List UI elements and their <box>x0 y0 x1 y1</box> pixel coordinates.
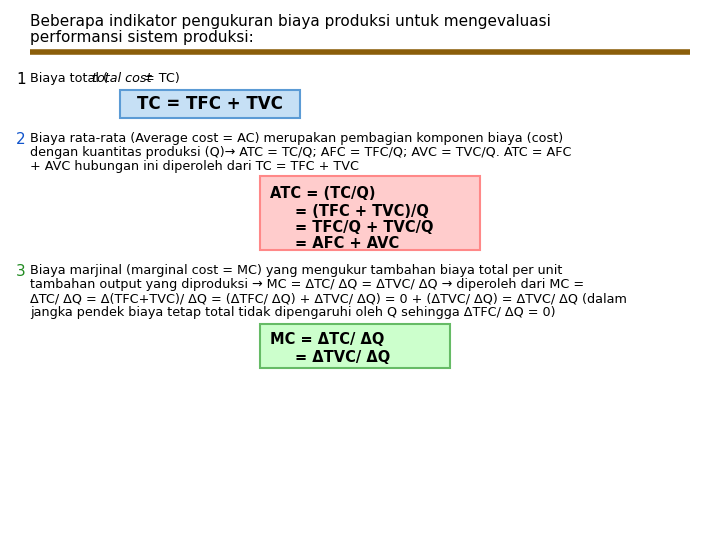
Text: 3: 3 <box>16 264 26 279</box>
Text: tambahan output yang diproduksi → MC = ΔTC/ ΔQ = ΔTVC/ ΔQ → diperoleh dari MC =: tambahan output yang diproduksi → MC = Δ… <box>30 278 584 291</box>
Text: = (TFC + TVC)/Q: = (TFC + TVC)/Q <box>295 204 429 219</box>
Text: = TC): = TC) <box>140 72 180 85</box>
Text: Biaya rata-rata (Average cost = AC) merupakan pembagian komponen biaya (cost): Biaya rata-rata (Average cost = AC) meru… <box>30 132 563 145</box>
Text: Biaya total (: Biaya total ( <box>30 72 108 85</box>
Text: 2: 2 <box>16 132 26 147</box>
Text: MC = ΔTC/ ΔQ: MC = ΔTC/ ΔQ <box>270 332 384 347</box>
Text: = TFC/Q + TVC/Q: = TFC/Q + TVC/Q <box>295 220 433 235</box>
FancyBboxPatch shape <box>260 324 450 368</box>
Text: TC = TFC + TVC: TC = TFC + TVC <box>137 95 283 113</box>
Text: Biaya marjinal (marginal cost = MC) yang mengukur tambahan biaya total per unit: Biaya marjinal (marginal cost = MC) yang… <box>30 264 562 277</box>
Text: total cost: total cost <box>92 72 151 85</box>
Text: jangka pendek biaya tetap total tidak dipengaruhi oleh Q sehingga ΔTFC/ ΔQ = 0): jangka pendek biaya tetap total tidak di… <box>30 306 556 319</box>
FancyBboxPatch shape <box>120 90 300 118</box>
Text: dengan kuantitas produksi (Q)→ ATC = TC/Q; AFC = TFC/Q; AVC = TVC/Q. ATC = AFC: dengan kuantitas produksi (Q)→ ATC = TC/… <box>30 146 572 159</box>
FancyBboxPatch shape <box>260 176 480 250</box>
Text: performansi sistem produksi:: performansi sistem produksi: <box>30 30 253 45</box>
Text: 1: 1 <box>16 72 26 87</box>
Text: = ΔTVC/ ΔQ: = ΔTVC/ ΔQ <box>295 350 390 365</box>
Text: Beberapa indikator pengukuran biaya produksi untuk mengevaluasi: Beberapa indikator pengukuran biaya prod… <box>30 14 551 29</box>
Text: + AVC hubungan ini diperoleh dari TC = TFC + TVC: + AVC hubungan ini diperoleh dari TC = T… <box>30 160 359 173</box>
Text: ATC = (TC/Q): ATC = (TC/Q) <box>270 186 376 201</box>
Text: ΔTC/ ΔQ = Δ(TFC+TVC)/ ΔQ = (ΔTFC/ ΔQ) + ΔTVC/ ΔQ) = 0 + (ΔTVC/ ΔQ) = ΔTVC/ ΔQ (d: ΔTC/ ΔQ = Δ(TFC+TVC)/ ΔQ = (ΔTFC/ ΔQ) + … <box>30 292 627 305</box>
Text: = AFC + AVC: = AFC + AVC <box>295 236 400 251</box>
